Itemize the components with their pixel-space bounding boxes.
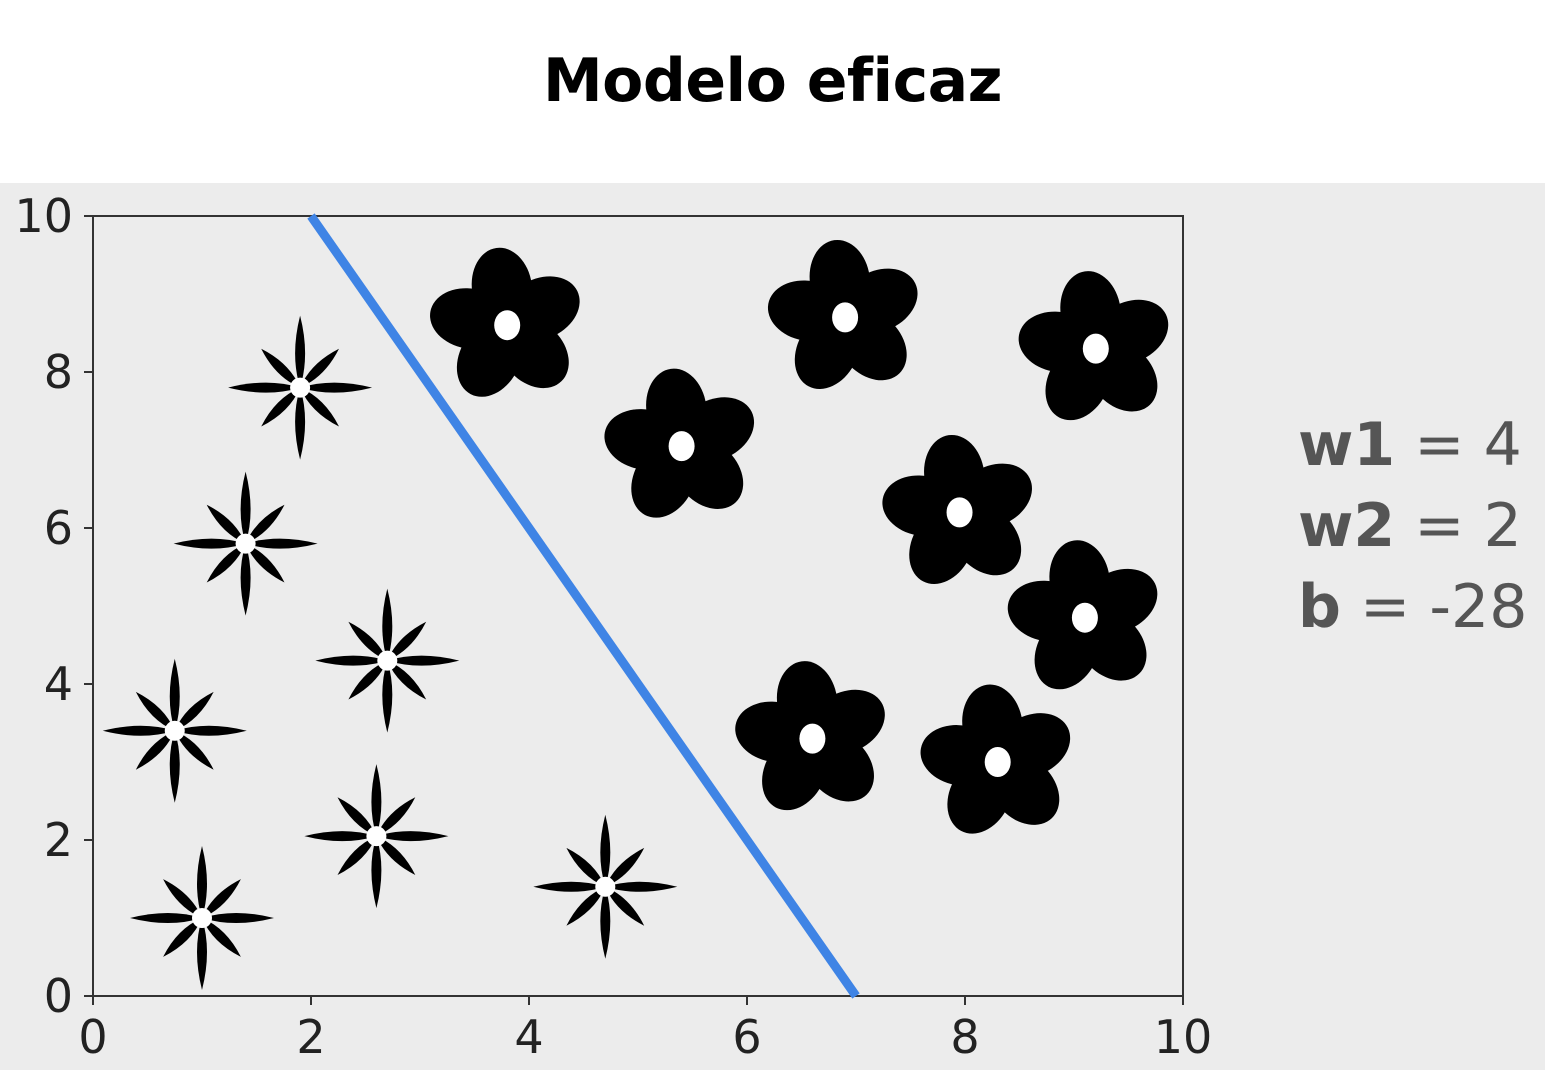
param-name: b — [1298, 572, 1341, 642]
x-tick-label: 10 — [1154, 1010, 1213, 1064]
y-tick-label: 2 — [44, 813, 73, 867]
plot-area — [92, 215, 1184, 997]
decision-boundary-line — [307, 213, 860, 999]
star-flower-icon — [130, 846, 274, 990]
star-flower-icon — [173, 471, 318, 616]
round-flower-icon — [604, 368, 755, 518]
round-flower-icon — [882, 434, 1032, 584]
y-tick-label: 10 — [14, 189, 73, 243]
decision-line-layer — [307, 213, 860, 999]
star-flower-icon — [102, 658, 247, 803]
param-eq: = — [1340, 572, 1430, 642]
round-flower-icon — [920, 684, 1071, 834]
axes: 0 2 4 6 8 10 0 2 4 6 8 10 — [14, 189, 1212, 1064]
param-w2: w2 = 2 — [1298, 486, 1527, 567]
star-flower-icon — [533, 814, 678, 959]
scatter-chart: 0 2 4 6 8 10 0 2 4 6 8 10 — [14, 189, 1212, 1064]
param-value: 2 — [1483, 491, 1522, 561]
round-flower-icon — [735, 661, 885, 811]
y-tick-label: 0 — [44, 969, 73, 1023]
param-eq: = — [1395, 410, 1484, 480]
param-b: b = -28 — [1298, 567, 1527, 648]
round-flower-icon — [1007, 540, 1158, 690]
round-flower-icon — [767, 239, 918, 389]
x-tick-label: 6 — [732, 1010, 761, 1064]
round-flower-icon — [430, 247, 580, 397]
y-tick-label: 4 — [44, 657, 73, 711]
param-value: 4 — [1483, 410, 1522, 480]
chart-panel: 0 2 4 6 8 10 0 2 4 6 8 10 w1 = 4 w2 = 2 b = -28 — [0, 183, 1545, 1070]
star-flower-icon — [304, 764, 449, 909]
param-eq: = — [1395, 491, 1484, 561]
model-parameters: w1 = 4 w2 = 2 b = -28 — [1298, 405, 1527, 648]
chart-title: Modelo eficaz — [542, 46, 1003, 116]
param-name: w1 — [1298, 410, 1396, 480]
y-tick-label: 8 — [44, 345, 73, 399]
x-tick-label: 4 — [514, 1010, 543, 1064]
param-w1: w1 = 4 — [1298, 405, 1527, 486]
x-tick-label: 8 — [950, 1010, 979, 1064]
param-value: -28 — [1429, 572, 1528, 642]
param-name: w2 — [1298, 491, 1396, 561]
marker-layer — [102, 239, 1169, 990]
x-tick-label: 0 — [78, 1010, 107, 1064]
y-tick-label: 6 — [44, 501, 73, 555]
round-flower-icon — [1018, 271, 1169, 421]
star-flower-icon — [315, 588, 460, 733]
x-tick-label: 2 — [296, 1010, 325, 1064]
star-flower-icon — [228, 315, 373, 460]
